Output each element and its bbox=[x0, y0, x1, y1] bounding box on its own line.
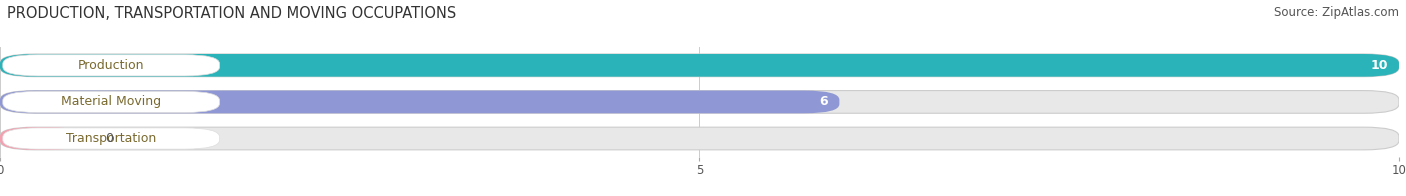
Text: Source: ZipAtlas.com: Source: ZipAtlas.com bbox=[1274, 6, 1399, 19]
FancyBboxPatch shape bbox=[0, 127, 84, 150]
Text: Transportation: Transportation bbox=[66, 132, 156, 145]
Text: 0: 0 bbox=[105, 132, 112, 145]
FancyBboxPatch shape bbox=[3, 55, 219, 76]
FancyBboxPatch shape bbox=[0, 127, 1399, 150]
FancyBboxPatch shape bbox=[0, 91, 839, 113]
FancyBboxPatch shape bbox=[0, 91, 1399, 113]
FancyBboxPatch shape bbox=[0, 54, 1399, 77]
Text: Production: Production bbox=[77, 59, 145, 72]
Text: 10: 10 bbox=[1371, 59, 1388, 72]
Text: PRODUCTION, TRANSPORTATION AND MOVING OCCUPATIONS: PRODUCTION, TRANSPORTATION AND MOVING OC… bbox=[7, 6, 457, 21]
Text: Material Moving: Material Moving bbox=[60, 95, 162, 108]
Text: 6: 6 bbox=[820, 95, 828, 108]
FancyBboxPatch shape bbox=[0, 54, 1399, 77]
FancyBboxPatch shape bbox=[3, 128, 219, 149]
FancyBboxPatch shape bbox=[3, 91, 219, 113]
